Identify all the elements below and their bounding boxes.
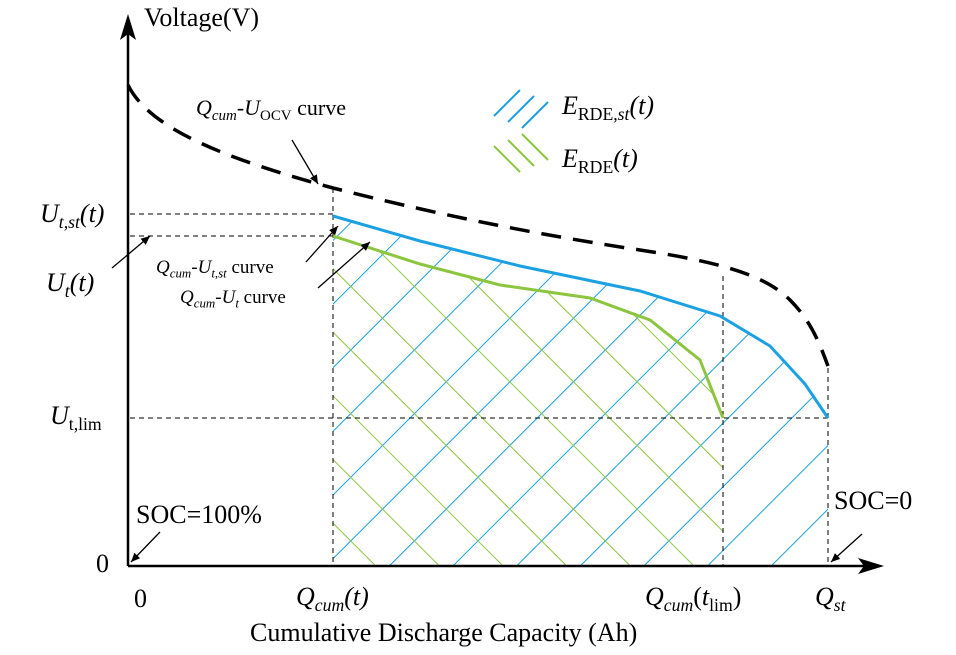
soc0-leader-arrow (830, 533, 863, 563)
ut-leader-arrow (317, 241, 371, 289)
x-axis-arrowhead (858, 558, 884, 574)
y-axis-label: Voltage(V) (144, 3, 260, 32)
qcum-t-tick-label: Qcum(t) (296, 582, 369, 616)
ut-curve (332, 234, 725, 419)
ut-st-curve (332, 214, 830, 419)
e-rde-region (333, 236, 723, 566)
ut-st-leader-arrow (305, 225, 339, 263)
ocv-curve-label: Qcum-UOCV curve (196, 95, 346, 125)
legend-e-rde-label: ERDE(t) (562, 144, 638, 178)
ut-st-tick-label: Ut,st(t) (40, 199, 105, 233)
ocv-leader-arrow (291, 139, 319, 185)
ut-lim-tick-label: Ut,lim (50, 401, 102, 435)
x-origin-label: 0 (134, 584, 147, 613)
guide-lines (130, 188, 829, 566)
soc100-leader-arrow (130, 531, 161, 563)
y-axis-arrowhead (120, 14, 136, 40)
ut-st-curve-label: Qcum-Ut,st curve (156, 257, 274, 281)
ut-tick-leader-arrow (111, 235, 151, 269)
qst-tick-label: Qst (815, 582, 846, 616)
legend-swatch-green (493, 133, 549, 173)
qcum-tlim-tick-label: Qcum(tlim) (645, 582, 742, 616)
soc-100-label: SOC=100% (136, 500, 262, 529)
x-axis-label: Cumulative Discharge Capacity (Ah) (250, 618, 638, 647)
soc-0-label: SOC=0 (834, 486, 913, 515)
ocv-curve (126, 84, 830, 367)
y-origin-label: 0 (96, 549, 109, 578)
legend-swatch-blue (493, 89, 549, 129)
legend-e-rde-st-label: ERDE,st(t) (562, 91, 654, 125)
ut-curve-label: Qcum-Ut curve (180, 287, 286, 311)
ut-tick-label: Ut(t) (46, 268, 95, 302)
